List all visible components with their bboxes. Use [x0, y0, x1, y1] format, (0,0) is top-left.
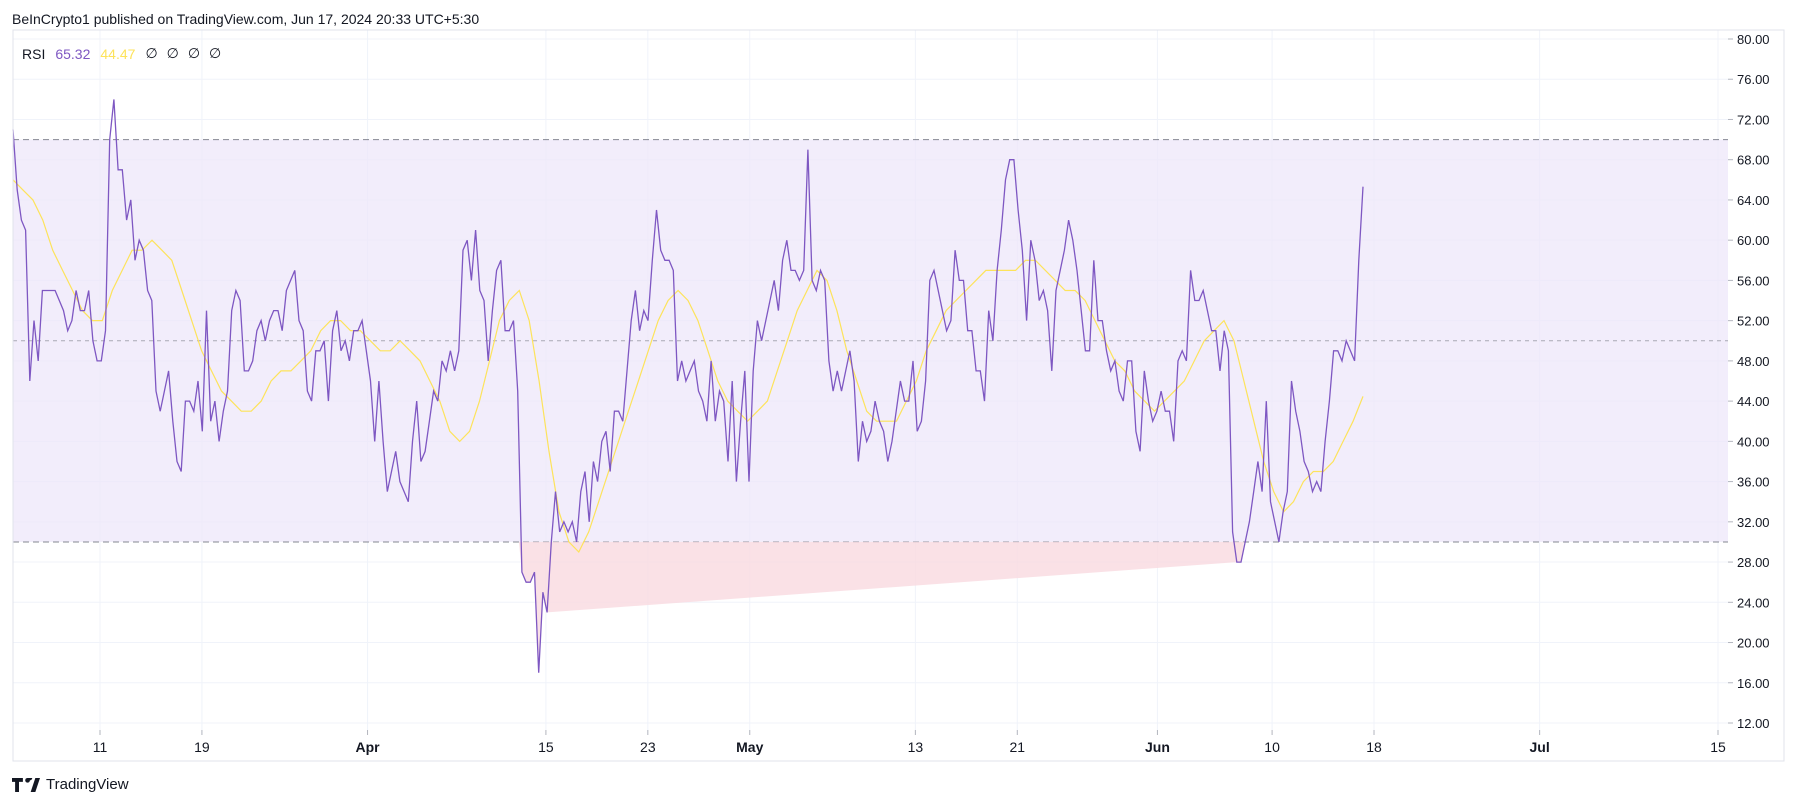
x-axis: 11 19 Apr 15 23 May 13 21 Jun 10 18 Jul 15 [93, 730, 1726, 755]
x-tick-label: 21 [1010, 739, 1026, 755]
x-tick-label: 15 [1710, 739, 1726, 755]
y-tick-label: 36.00 [1737, 475, 1770, 490]
x-tick-label: Jun [1145, 739, 1170, 755]
empty-values: ∅ ∅ ∅ ∅ [145, 45, 230, 62]
indicator-legend[interactable]: RSI 65.32 44.47 ∅ ∅ ∅ ∅ [22, 45, 230, 62]
y-tick-label: 56.00 [1737, 273, 1770, 288]
empty-value: ∅ [145, 45, 158, 61]
x-tick-label: Jul [1530, 739, 1550, 755]
y-tick-label: 28.00 [1737, 555, 1770, 570]
empty-value: ∅ [209, 45, 222, 61]
x-tick-label: 10 [1264, 739, 1280, 755]
y-tick-label: 16.00 [1737, 676, 1770, 691]
rsi-ma-line [12, 179, 1364, 554]
publish-attribution: BeInCrypto1 published on TradingView.com… [12, 11, 480, 27]
y-tick-label: 24.00 [1737, 595, 1770, 610]
x-tick-label: 11 [93, 739, 108, 755]
indicator-name: RSI [22, 45, 46, 62]
tradingview-brand-text: TradingView [46, 776, 129, 793]
y-tick-label: 76.00 [1737, 72, 1770, 87]
rsi-ma-value: 44.47 [100, 45, 136, 62]
x-tick-label: May [736, 739, 763, 755]
y-tick-label: 40.00 [1737, 434, 1770, 449]
rsi-line [12, 99, 1364, 673]
y-tick-label: 80.00 [1737, 32, 1770, 47]
plot-frame [12, 29, 1785, 762]
y-tick-label: 72.00 [1737, 112, 1770, 127]
y-tick-label: 20.00 [1737, 636, 1770, 651]
x-tick-label: 19 [194, 739, 210, 755]
y-tick-label: 12.00 [1737, 716, 1770, 731]
oversold-area-fill [518, 541, 1244, 673]
tradingview-brand[interactable]: TradingView [12, 776, 129, 793]
rsi-chart: 80.00 76.00 72.00 68.00 64.00 60.00 56.00 52.00… [12, 29, 1785, 762]
y-axis: 80.00 76.00 72.00 68.00 64.00 60.00 56.00 52.00… [1728, 32, 1770, 731]
rsi-value: 65.32 [55, 45, 91, 62]
y-tick-label: 48.00 [1737, 354, 1770, 369]
y-tick-label: 64.00 [1737, 193, 1770, 208]
x-tick-label: 18 [1366, 739, 1382, 755]
tradingview-logo-icon [12, 777, 40, 792]
x-tick-label: Apr [355, 739, 380, 755]
empty-value: ∅ [187, 45, 201, 61]
x-tick-label: 13 [908, 739, 924, 755]
x-tick-label: 15 [538, 739, 554, 755]
y-tick-label: 60.00 [1737, 233, 1770, 248]
empty-value: ∅ [166, 45, 179, 61]
y-tick-label: 32.00 [1737, 515, 1770, 530]
y-tick-label: 52.00 [1737, 314, 1770, 329]
y-tick-label: 44.00 [1737, 394, 1770, 409]
x-tick-label: 23 [640, 739, 656, 755]
rsi-band-lines [13, 139, 1728, 543]
y-tick-label: 68.00 [1737, 153, 1770, 168]
